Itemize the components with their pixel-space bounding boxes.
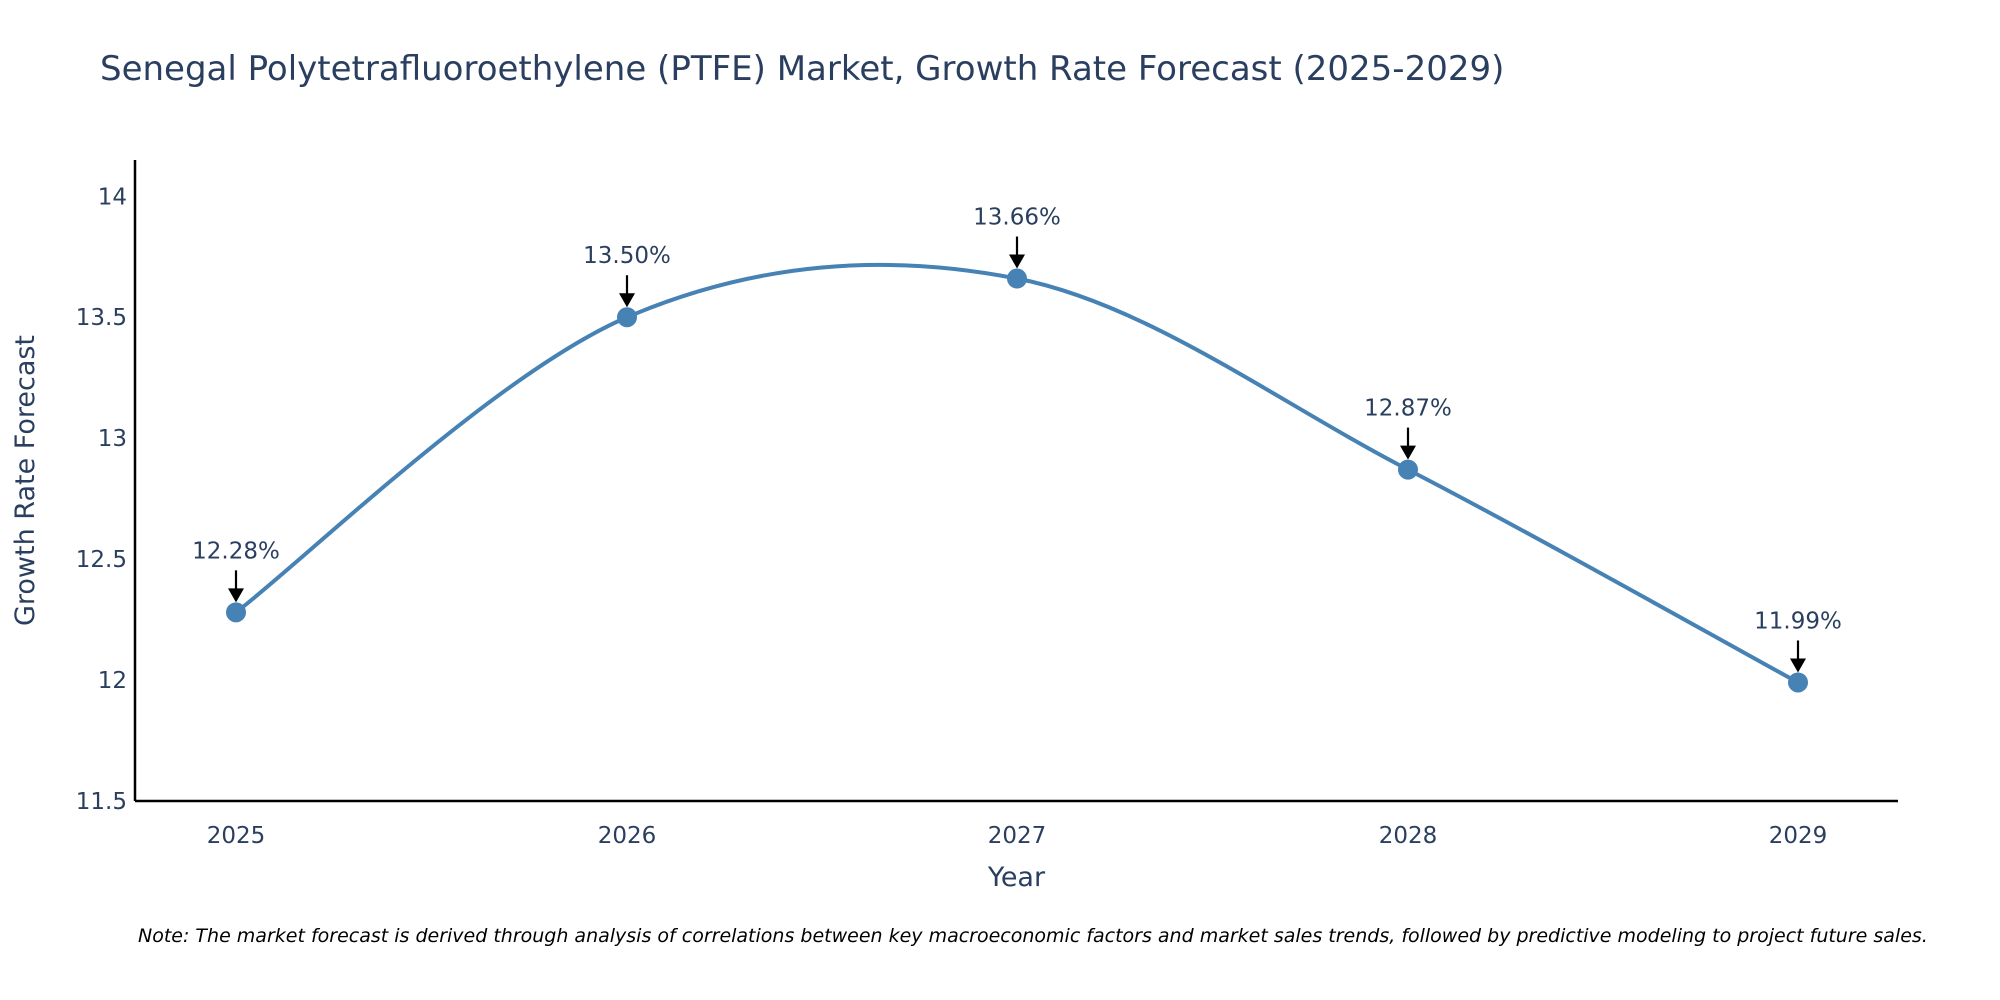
x-tick-label: 2027	[988, 823, 1047, 849]
data-label: 13.66%	[973, 205, 1061, 231]
data-markers	[226, 268, 1808, 693]
y-tick-label: 12.5	[76, 547, 127, 573]
x-axis-ticks: 2025 2026 2027 2028 2029	[207, 823, 1828, 849]
y-tick-label: 12	[98, 668, 127, 694]
y-axis-title: Growth Rate Forecast	[10, 335, 41, 626]
annotation-arrowhead	[1009, 254, 1025, 269]
data-point	[1398, 459, 1418, 480]
y-tick-label: 13	[98, 426, 127, 452]
x-tick-label: 2026	[598, 823, 657, 849]
data-point	[1007, 268, 1027, 289]
x-axis-title: Year	[987, 862, 1046, 893]
data-annotation: 13.50%	[583, 243, 671, 308]
chart-title: Senegal Polytetrafluoroethylene (PTFE) M…	[100, 49, 1504, 89]
y-tick-label: 11.5	[76, 789, 127, 815]
annotation-arrowhead	[619, 293, 635, 308]
annotation-arrowhead	[1400, 445, 1416, 460]
y-axis-ticks: 11.5 12 12.5 13 13.5 14	[76, 184, 127, 815]
data-label: 13.50%	[583, 243, 671, 269]
data-label: 11.99%	[1754, 608, 1842, 634]
data-annotation: 13.66%	[973, 205, 1061, 269]
data-point	[617, 307, 637, 328]
x-tick-label: 2025	[207, 823, 266, 849]
y-tick-label: 13.5	[76, 305, 127, 331]
footnote: Note: The market forecast is derived thr…	[138, 925, 1928, 947]
annotation-arrowhead	[1790, 658, 1806, 673]
x-tick-label: 2029	[1769, 823, 1828, 849]
data-annotation: 12.28%	[192, 538, 280, 603]
series-line	[234, 262, 1799, 685]
data-label: 12.87%	[1364, 396, 1452, 422]
x-tick-label: 2028	[1379, 823, 1438, 849]
data-annotation: 12.87%	[1364, 396, 1452, 460]
y-tick-label: 14	[98, 184, 127, 210]
data-point	[226, 602, 246, 623]
annotation-arrowhead	[228, 588, 244, 603]
data-point	[1788, 672, 1808, 693]
data-annotation: 11.99%	[1754, 608, 1842, 673]
data-label: 12.28%	[192, 538, 280, 564]
data-annotations: 12.28% 13.50% 13.66% 12.87% 11.99%	[192, 205, 1842, 673]
